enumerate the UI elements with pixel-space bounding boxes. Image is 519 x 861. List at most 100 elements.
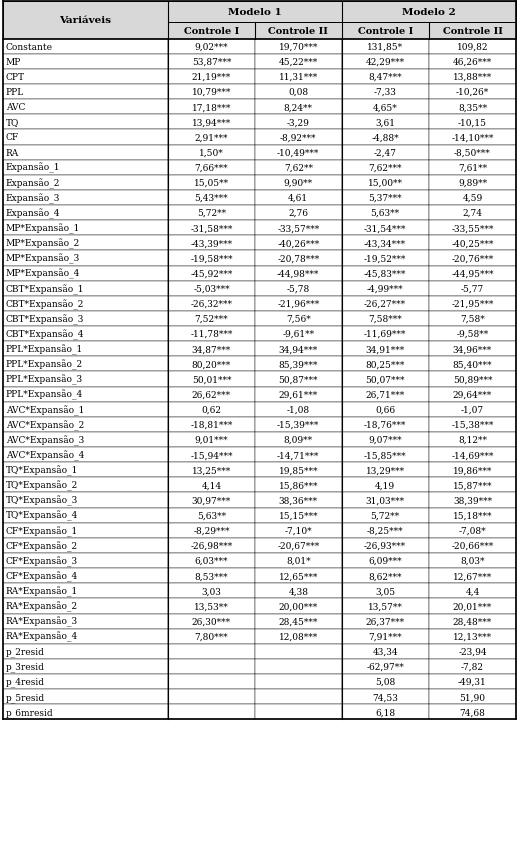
Bar	[429, 432, 516, 448]
Bar	[255, 492, 342, 508]
Bar	[429, 614, 516, 629]
Bar	[3, 598, 168, 614]
Text: 8,03*: 8,03*	[460, 556, 485, 566]
Bar	[429, 584, 516, 598]
Text: 34,87***: 34,87***	[192, 345, 231, 354]
Bar	[342, 598, 429, 614]
Bar	[342, 478, 429, 492]
Bar	[255, 387, 342, 402]
Bar	[255, 538, 342, 554]
Bar	[168, 674, 255, 690]
Text: -5,77: -5,77	[461, 284, 484, 294]
Bar	[429, 85, 516, 100]
Text: 19,86***: 19,86***	[453, 466, 492, 474]
Bar	[342, 508, 429, 523]
Bar	[168, 206, 255, 221]
Text: AVC: AVC	[6, 103, 25, 112]
Bar	[255, 402, 342, 418]
Text: Controle II: Controle II	[268, 27, 328, 35]
Text: 1,50*: 1,50*	[199, 148, 224, 158]
Bar	[342, 282, 429, 296]
Bar	[429, 266, 516, 282]
Text: 2,74: 2,74	[462, 209, 483, 218]
Text: 45,22***: 45,22***	[279, 58, 318, 67]
Bar	[168, 418, 255, 432]
Bar	[168, 629, 255, 644]
Bar	[342, 55, 429, 70]
Text: 38,36***: 38,36***	[279, 496, 318, 505]
Bar	[429, 372, 516, 387]
Bar	[3, 40, 168, 55]
Text: -19,58***: -19,58***	[190, 254, 233, 263]
Text: p_4resid: p_4resid	[6, 677, 45, 686]
Text: 15,15***: 15,15***	[279, 511, 318, 520]
Bar	[168, 614, 255, 629]
Text: -33,57***: -33,57***	[277, 224, 319, 233]
Text: -9,58**: -9,58**	[456, 330, 488, 338]
Text: CF*Expansão_4: CF*Expansão_4	[6, 571, 78, 581]
Bar	[168, 448, 255, 462]
Bar	[168, 146, 255, 160]
Text: -1,08: -1,08	[286, 406, 310, 414]
Text: -9,61**: -9,61**	[282, 330, 315, 338]
Bar	[168, 312, 255, 326]
Text: -26,98***: -26,98***	[190, 542, 233, 550]
Bar	[168, 357, 255, 372]
Bar	[255, 357, 342, 372]
Text: 4,19: 4,19	[375, 481, 395, 490]
Bar	[255, 554, 342, 568]
Bar	[255, 160, 342, 176]
Bar	[429, 448, 516, 462]
Text: TQ*Expansão_4: TQ*Expansão_4	[6, 511, 78, 521]
Text: TQ*Expansão_2: TQ*Expansão_2	[6, 480, 78, 491]
Text: AVC*Expansão_3: AVC*Expansão_3	[6, 435, 84, 445]
Text: 80,20***: 80,20***	[192, 360, 231, 369]
Bar	[168, 462, 255, 478]
Bar	[429, 402, 516, 418]
Text: PPL*Expansão_3: PPL*Expansão_3	[6, 375, 83, 385]
Bar	[255, 85, 342, 100]
Text: 31,03***: 31,03***	[365, 496, 405, 505]
Bar	[342, 312, 429, 326]
Text: 30,97***: 30,97***	[192, 496, 231, 505]
Bar	[3, 372, 168, 387]
Text: -2,47: -2,47	[374, 148, 397, 158]
Text: 2,91***: 2,91***	[195, 133, 228, 142]
Text: Variáveis: Variáveis	[59, 16, 111, 25]
Bar	[342, 584, 429, 598]
Bar	[168, 372, 255, 387]
Text: -43,34***: -43,34***	[364, 239, 406, 248]
Text: -7,33: -7,33	[374, 88, 397, 97]
Bar	[168, 568, 255, 584]
Text: AVC*Expansão_4: AVC*Expansão_4	[6, 450, 84, 461]
Text: -19,52***: -19,52***	[364, 254, 406, 263]
Bar	[3, 206, 168, 221]
Text: 50,89***: 50,89***	[453, 375, 492, 384]
Text: p_6mresid: p_6mresid	[6, 707, 53, 717]
Text: 7,52***: 7,52***	[195, 314, 228, 324]
Bar	[342, 190, 429, 206]
Bar	[3, 190, 168, 206]
Text: 34,94***: 34,94***	[279, 345, 318, 354]
Bar	[255, 115, 342, 130]
Bar	[3, 100, 168, 115]
Bar	[3, 690, 168, 704]
Bar	[429, 296, 516, 312]
Bar	[3, 418, 168, 432]
Text: 28,48***: 28,48***	[453, 616, 492, 626]
Bar	[168, 176, 255, 190]
Text: -44,95***: -44,95***	[451, 269, 494, 278]
Bar	[168, 100, 255, 115]
Bar	[168, 236, 255, 251]
Text: 29,64***: 29,64***	[453, 390, 492, 400]
Text: -40,25***: -40,25***	[452, 239, 494, 248]
Bar	[342, 206, 429, 221]
Text: 9,90**: 9,90**	[284, 179, 313, 188]
Bar	[3, 432, 168, 448]
Bar	[342, 357, 429, 372]
Bar	[342, 176, 429, 190]
Text: RA*Expansão_3: RA*Expansão_3	[6, 616, 78, 627]
Bar	[429, 387, 516, 402]
Text: 9,02***: 9,02***	[195, 43, 228, 52]
Bar	[342, 251, 429, 266]
